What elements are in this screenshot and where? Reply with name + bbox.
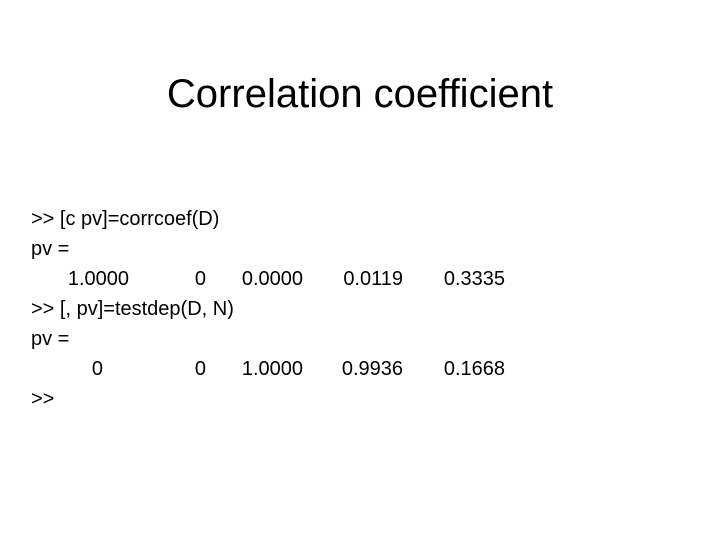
value-cell: 0.9936 (341, 358, 403, 380)
value-cell: 0.0000 (241, 268, 303, 290)
value-cell: 0 (194, 358, 206, 380)
value-cell: 0.0119 (343, 268, 403, 290)
value-cell: 0.1668 (443, 358, 505, 380)
output-row-corrcoef: 1.0000 0 0.0000 0.0119 0.3335 (31, 264, 505, 294)
output-label-pv: pv = (31, 238, 70, 260)
value-cell: 1.0000 (241, 358, 303, 380)
value-cell: 0 (91, 358, 103, 380)
console-output: >> [c pv]=corrcoef(D) pv = 1.0000 0 0.00… (31, 204, 505, 414)
value-cell: 0.3335 (443, 268, 505, 290)
output-row-testdep: 0 0 1.0000 0.9936 0.1668 (31, 354, 505, 384)
command-line-testdep: >> [, pv]=testdep(D, N) (31, 298, 234, 320)
prompt-line: >> (31, 388, 55, 410)
value-cell: 1.0000 (67, 268, 129, 290)
slide-title: Correlation coefficient (166, 72, 554, 116)
value-cell: 0 (194, 268, 206, 290)
output-label-pv: pv = (31, 328, 70, 350)
command-line-corrcoef: >> [c pv]=corrcoef(D) (31, 208, 220, 230)
